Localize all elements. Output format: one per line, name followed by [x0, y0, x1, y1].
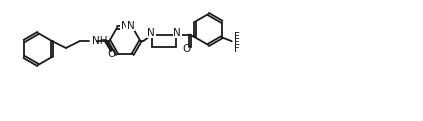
Text: F: F — [234, 38, 240, 48]
Text: N: N — [148, 27, 155, 38]
Text: F: F — [234, 44, 240, 54]
Text: N: N — [121, 21, 129, 31]
Text: O: O — [108, 49, 116, 59]
Text: NH: NH — [92, 35, 107, 45]
Text: N: N — [173, 27, 181, 38]
Text: N: N — [127, 21, 135, 31]
Text: F: F — [234, 32, 240, 42]
Text: O: O — [183, 44, 191, 53]
